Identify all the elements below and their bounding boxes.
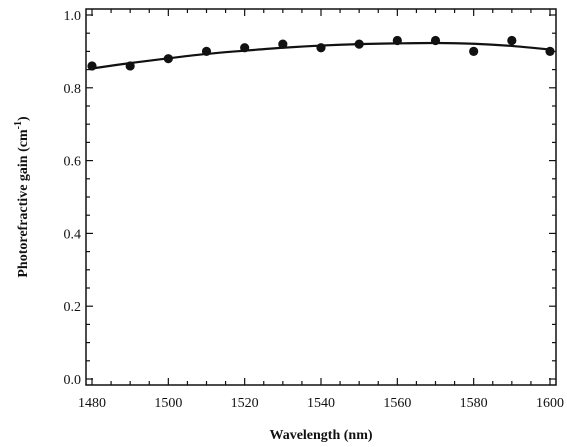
x-tick-label: 1580	[460, 396, 488, 411]
y-axis-title: Photorefractive gain (cm-1)	[13, 116, 31, 278]
data-point	[354, 39, 364, 49]
y-tick-label: 0.2	[64, 300, 82, 315]
data-point	[545, 46, 555, 57]
y-axis-title-main: Photorefractive gain (cm	[16, 129, 31, 278]
x-axis-title: Wavelength (nm)	[269, 428, 372, 443]
y-axis-title-superscript: -1	[13, 121, 24, 129]
data-point	[316, 43, 326, 53]
y-axis-title-tail: )	[16, 116, 31, 121]
y-tick-label: 0.8	[64, 82, 82, 97]
x-tick-label: 1500	[154, 396, 182, 411]
x-tick-label: 1480	[78, 396, 106, 411]
x-tick-label: 1520	[231, 396, 259, 411]
x-tick-label: 1600	[536, 396, 564, 411]
data-point	[469, 46, 479, 57]
x-tick-label: 1560	[383, 396, 411, 411]
plot-frame	[85, 8, 557, 386]
y-tick-label: 1.0	[64, 9, 82, 24]
x-tick-label: 1540	[307, 396, 335, 411]
data-point	[507, 35, 517, 46]
data-point	[392, 35, 402, 46]
y-tick-label: 0.6	[64, 155, 82, 170]
data-point	[163, 54, 173, 64]
data-point	[240, 43, 250, 53]
data-point	[430, 35, 441, 46]
data-point	[201, 46, 212, 57]
plot-area: 1480 1500 1520 1540 1560 1580 1600 0.0 0.2 0.4 0.6…	[64, 8, 564, 411]
y-tick-label: 0.0	[64, 373, 82, 388]
data-point	[278, 39, 288, 49]
data-point	[87, 61, 97, 71]
y-tick-label: 0.4	[64, 227, 82, 242]
data-point	[125, 61, 135, 71]
